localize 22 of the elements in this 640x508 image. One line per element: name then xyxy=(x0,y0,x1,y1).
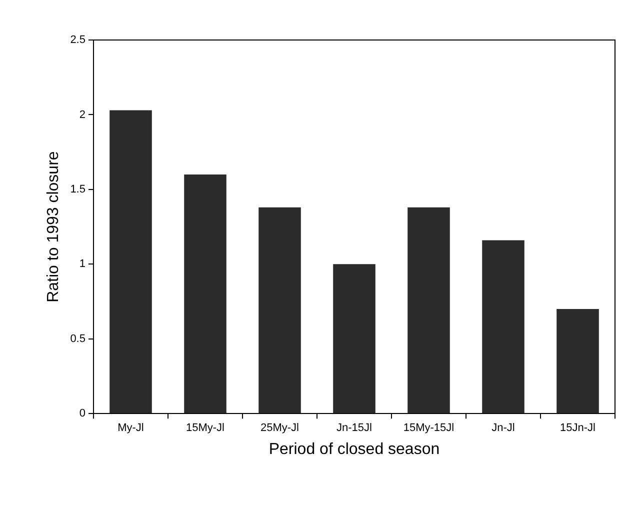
y-tick-label: 0.5 xyxy=(70,332,86,345)
y-tick-label: 0 xyxy=(79,408,86,420)
x-axis-title: Period of closed season xyxy=(268,440,440,458)
bar xyxy=(258,207,301,414)
y-tick-label: 2.5 xyxy=(70,34,86,46)
x-tick-label: Jn-Jl xyxy=(492,422,515,434)
bar xyxy=(333,264,376,414)
bar xyxy=(184,174,226,414)
x-tick-label: My-Jl xyxy=(118,422,144,434)
bar xyxy=(556,308,599,414)
y-tick-label: 1.5 xyxy=(70,183,86,196)
bar xyxy=(110,110,152,414)
x-tick-label: 15Jn-Jl xyxy=(560,422,596,434)
y-tick-label: 1 xyxy=(79,258,86,270)
x-tick-label: 15My-15Jl xyxy=(403,422,454,434)
x-tick-label: 25My-Jl xyxy=(260,422,299,434)
bar xyxy=(482,240,524,414)
y-tick-label: 2 xyxy=(79,108,86,121)
x-tick-label: Jn-15Jl xyxy=(336,422,372,434)
bar xyxy=(408,207,450,414)
y-axis-title: Ratio to 1993 closure xyxy=(45,151,62,302)
x-tick-label: 15My-Jl xyxy=(186,422,224,434)
